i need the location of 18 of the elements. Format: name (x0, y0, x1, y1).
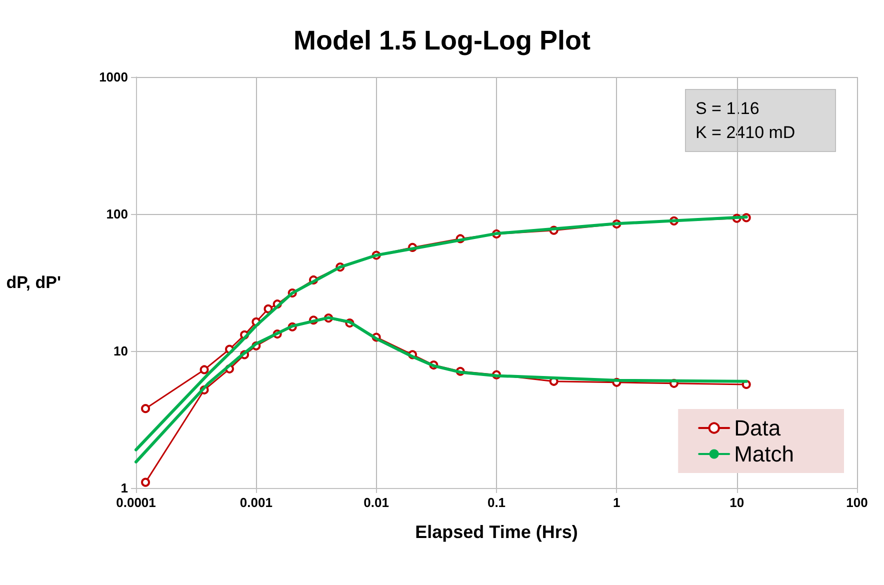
x-tick-label: 10 (730, 495, 744, 510)
x-tick-label: 0.001 (240, 495, 272, 510)
x-tick-label: 0.01 (364, 495, 389, 510)
y-tick-label: 1000 (99, 70, 128, 84)
x-tick-label: 1 (613, 495, 620, 510)
legend-label: Data (734, 416, 782, 440)
chart-title: Model 1.5 Log-Log Plot (294, 26, 590, 56)
annotation: S = 1.16 (696, 99, 760, 118)
y-tick-label: 10 (114, 344, 128, 358)
y-tick-label: 1 (120, 480, 128, 496)
annotation: K = 2410 mD (696, 123, 796, 142)
x-tick-label: 100 (846, 495, 868, 510)
y-axis-title: dP, dP' (6, 273, 61, 292)
y-tick-label: 100 (106, 206, 128, 222)
legend-label: Match (734, 442, 794, 466)
x-tick-label: 0.0001 (116, 495, 156, 510)
x-tick-label: 0.1 (487, 495, 506, 510)
x-axis-title: Elapsed Time (Hrs) (415, 522, 578, 542)
